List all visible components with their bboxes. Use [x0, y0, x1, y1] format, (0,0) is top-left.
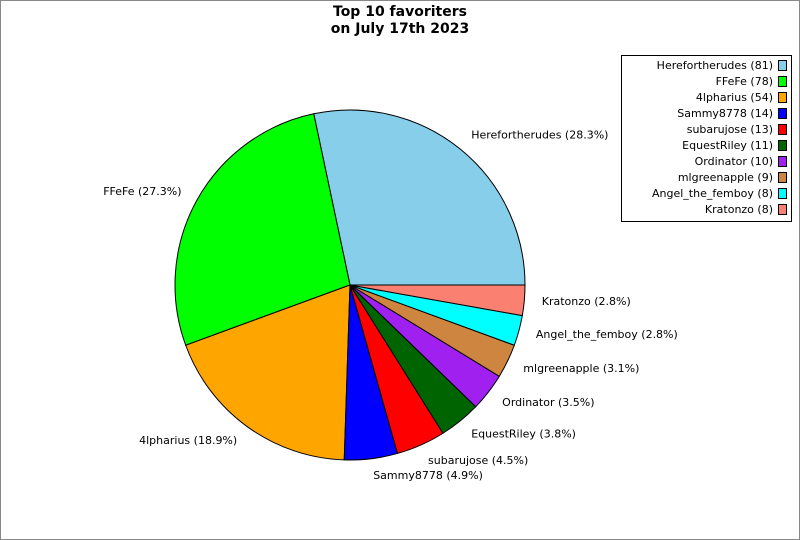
- legend-label: Sammy8778 (14): [677, 107, 773, 120]
- pie-slice: [313, 109, 526, 286]
- legend-label: Ordinator (10): [695, 155, 773, 168]
- legend-label: Kratonzo (8): [705, 203, 773, 216]
- chart-title: on July 17th 2023: [331, 21, 469, 37]
- legend-label: mlgreenapple (9): [678, 171, 773, 184]
- legend-swatch: [778, 76, 787, 87]
- slice-label: Kratonzo (2.8%): [542, 295, 631, 308]
- slice-label: Herefortherudes (28.3%): [471, 128, 608, 141]
- slice-label: Ordinator (3.5%): [502, 396, 594, 409]
- slice-label: FFeFe (27.3%): [103, 185, 181, 198]
- pie-slice: [174, 113, 351, 346]
- legend-label: Angel_the_femboy (8): [652, 187, 773, 200]
- legend-label: FFeFe (78): [716, 75, 773, 88]
- legend-swatch: [778, 156, 787, 167]
- chart-title: Top 10 favoriters: [333, 4, 467, 20]
- pie-slice: [349, 284, 526, 317]
- slice-label: mlgreenapple (3.1%): [523, 362, 639, 375]
- legend-swatch: [778, 108, 787, 119]
- legend-swatch: [778, 140, 787, 151]
- slice-label: 4lpharius (18.9%): [139, 434, 237, 447]
- legend-label: EquestRiley (11): [682, 139, 773, 152]
- slice-label: subarujose (4.5%): [428, 454, 528, 467]
- legend-swatch: [778, 60, 787, 71]
- pie-slice: [185, 284, 351, 461]
- legend-swatch: [778, 188, 787, 199]
- legend-label: subarujose (13): [687, 123, 773, 136]
- slice-label: Sammy8778 (4.9%): [373, 469, 483, 482]
- legend-swatch: [778, 92, 787, 103]
- legend-label: 4lpharius (54): [696, 91, 773, 104]
- slice-label: Angel_the_femboy (2.8%): [536, 328, 678, 341]
- legend-swatch: [778, 172, 787, 183]
- legend-label: Herefortherudes (81): [657, 59, 773, 72]
- legend-swatch: [778, 124, 787, 135]
- legend-box: [621, 55, 792, 222]
- legend-swatch: [778, 204, 787, 215]
- slice-label: EquestRiley (3.8%): [471, 428, 576, 441]
